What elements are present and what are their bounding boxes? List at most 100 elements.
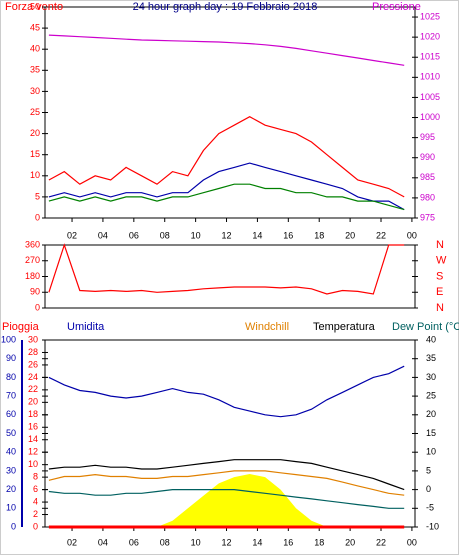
legend-entry: Dew Point (°C <box>392 321 459 333</box>
y3-tick-label: 70 <box>6 390 16 400</box>
y-tick-label: 45 <box>30 22 40 32</box>
y2-tick-label: 1020 <box>420 32 440 42</box>
series-line <box>48 34 405 66</box>
x-tick-label: 16 <box>283 230 293 240</box>
y2-tick-label: 5 <box>426 465 431 475</box>
x-tick-label: 02 <box>67 537 77 547</box>
x-tick-label: 04 <box>98 537 108 547</box>
x-tick-label: 08 <box>160 537 170 547</box>
y2-tick-label: W <box>436 255 447 267</box>
y2-tick-label: 1015 <box>420 52 440 62</box>
plot-area <box>44 6 416 219</box>
y2-tick-label: 0 <box>426 484 431 494</box>
x-tick-label: 12 <box>222 230 232 240</box>
y3-tick-label: 80 <box>6 372 16 382</box>
y2-tick-label: E <box>436 286 443 298</box>
y2-tick-label: 1025 <box>420 11 440 21</box>
title: 24 hour graph day : 19 Febbraio 2018 <box>133 1 318 13</box>
y3-tick-label: 0 <box>11 521 16 531</box>
x-tick-label: 10 <box>191 537 201 547</box>
x-tick-label: 08 <box>160 230 170 240</box>
y2-tick-label: 1000 <box>420 112 440 122</box>
y-tick-label: 2 <box>33 509 38 519</box>
y-tick-label: 6 <box>33 484 38 494</box>
y-tick-label: 15 <box>30 149 40 159</box>
x-tick-label: 06 <box>129 230 139 240</box>
y2-label: Pressione <box>372 1 421 13</box>
series-line <box>48 162 405 211</box>
legend-entry: Temperatura <box>313 321 376 333</box>
y-label: Forza vento <box>5 1 63 13</box>
y2-tick-label: 995 <box>420 132 435 142</box>
legend-entry: Windchill <box>245 321 289 333</box>
x-tick-label: 12 <box>222 537 232 547</box>
y-tick-label: 16 <box>28 422 38 432</box>
series-line <box>48 489 405 509</box>
y-tick-label: 5 <box>35 191 40 201</box>
x-tick-label: 04 <box>98 230 108 240</box>
y-tick-label: 12 <box>28 447 38 457</box>
x-tick-label: 06 <box>129 537 139 547</box>
y-tick-label: 180 <box>25 271 40 281</box>
y3-tick-label: 90 <box>6 353 16 363</box>
y-tick-label: 50 <box>30 1 40 11</box>
series-line <box>48 470 405 496</box>
y-tick-label: 30 <box>30 86 40 96</box>
y-tick-label: 22 <box>28 384 38 394</box>
y-tick-label: 0 <box>35 212 40 222</box>
y-tick-label: 90 <box>30 287 40 297</box>
y2-tick-label: 975 <box>420 212 435 222</box>
y3-tick-label: 50 <box>6 428 16 438</box>
y-tick-label: 4 <box>33 496 38 506</box>
y2-tick-label: 1005 <box>420 92 440 102</box>
y2-tick-label: 985 <box>420 172 435 182</box>
y2-tick-label: 10 <box>426 447 436 457</box>
y-tick-label: 10 <box>28 459 38 469</box>
x-tick-label: 22 <box>376 230 386 240</box>
series-line <box>48 365 405 418</box>
y-tick-label: 270 <box>25 255 40 265</box>
x-tick-label: 16 <box>283 537 293 547</box>
y2-tick-label: 980 <box>420 192 435 202</box>
y-tick-label: 0 <box>35 302 40 312</box>
x-tick-label: 00 <box>407 537 417 547</box>
y-tick-label: 20 <box>30 128 40 138</box>
x-tick-label: 20 <box>345 537 355 547</box>
x-tick-label: 18 <box>314 537 324 547</box>
x-tick-label: 22 <box>376 537 386 547</box>
y2-tick-label: 20 <box>426 409 436 419</box>
y3-tick-label: 30 <box>6 465 16 475</box>
y2-tick-label: S <box>436 270 443 282</box>
y2-tick-label: 25 <box>426 390 436 400</box>
y-tick-label: 35 <box>30 65 40 75</box>
x-tick-label: 02 <box>67 230 77 240</box>
y2-tick-label: N <box>436 302 444 314</box>
x-tick-label: 00 <box>407 230 417 240</box>
y3-tick-label: 100 <box>1 334 16 344</box>
y2-tick-label: 30 <box>426 372 436 382</box>
y2-tick-label: -5 <box>426 503 434 513</box>
x-tick-label: 20 <box>345 230 355 240</box>
y-tick-label: 10 <box>30 170 40 180</box>
plot-area <box>44 244 416 309</box>
y-tick-label: 25 <box>30 107 40 117</box>
legend-entry: Pioggia <box>2 321 40 333</box>
y2-tick-label: 1010 <box>420 72 440 82</box>
y-tick-label: 26 <box>28 359 38 369</box>
series-line <box>48 183 405 211</box>
y-tick-label: 360 <box>25 239 40 249</box>
x-tick-label: 10 <box>191 230 201 240</box>
y2-tick-label: -10 <box>426 521 439 531</box>
series-line <box>48 116 405 198</box>
y3-tick-label: 40 <box>6 447 16 457</box>
y2-tick-label: 990 <box>420 152 435 162</box>
x-tick-label: 14 <box>252 537 262 547</box>
legend-entry: Umidita <box>67 321 105 333</box>
y3-tick-label: 60 <box>6 409 16 419</box>
area <box>48 474 405 527</box>
x-tick-label: 18 <box>314 230 324 240</box>
y2-tick-label: 40 <box>426 334 436 344</box>
y-tick-label: 24 <box>28 372 38 382</box>
y-tick-label: 14 <box>28 434 38 444</box>
